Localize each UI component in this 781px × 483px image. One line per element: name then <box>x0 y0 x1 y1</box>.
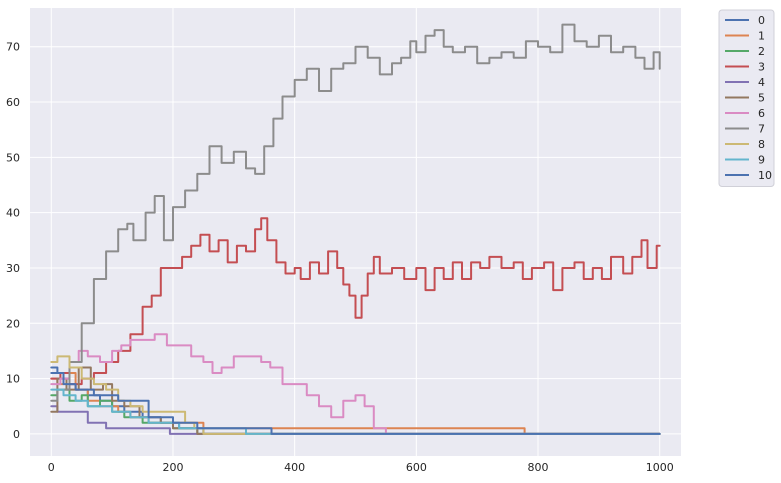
series-line-3 <box>50 217 661 386</box>
tick-labels: 0 200 400 600 800 1000 0 10 20 30 40 50 60 70 <box>6 41 674 474</box>
legend-label-9: 9 <box>758 154 765 167</box>
x-tick-label: 0 <box>48 461 55 474</box>
x-tick-label: 400 <box>284 461 305 474</box>
legend-label-2: 2 <box>758 45 765 58</box>
series-line-10 <box>50 372 661 435</box>
x-tick-label: 1000 <box>646 461 674 474</box>
y-tick-label: 30 <box>6 262 20 275</box>
y-tick-label: 70 <box>6 41 20 54</box>
y-tick-label: 10 <box>6 373 20 386</box>
plot-background <box>30 8 681 456</box>
x-tick-label: 800 <box>528 461 549 474</box>
y-tick-label: 0 <box>13 428 20 441</box>
legend-label-8: 8 <box>758 138 765 151</box>
legend-label-7: 7 <box>758 123 765 136</box>
y-tick-label: 20 <box>6 317 20 330</box>
legend-label-5: 5 <box>758 92 765 105</box>
y-tick-label: 60 <box>6 96 20 109</box>
y-tick-label: 40 <box>6 207 20 220</box>
legend-label-4: 4 <box>758 76 765 89</box>
series-line-7 <box>50 23 661 402</box>
legend: 0 1 2 3 4 5 6 7 8 9 10 <box>718 9 775 187</box>
series-lines <box>50 23 661 435</box>
x-tick-label: 600 <box>406 461 427 474</box>
legend-label-0: 0 <box>758 14 765 27</box>
y-tick-label: 50 <box>6 151 20 164</box>
legend-label-3: 3 <box>758 61 765 74</box>
legend-label-6: 6 <box>758 107 765 120</box>
x-tick-label: 200 <box>162 461 183 474</box>
series-line-6 <box>50 333 661 435</box>
legend-label-10: 10 <box>758 169 772 182</box>
legend-label-1: 1 <box>758 30 765 43</box>
